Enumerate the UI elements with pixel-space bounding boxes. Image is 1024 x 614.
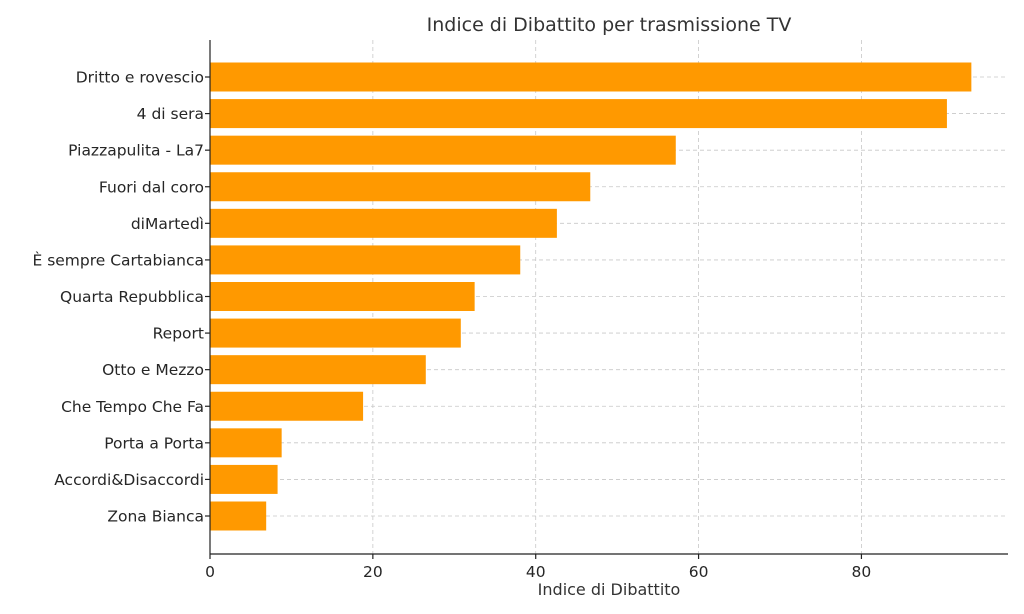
x-axis-label: Indice di Dibattito (538, 580, 681, 599)
x-tick-label: 60 (689, 563, 709, 581)
y-tick-label: Quarta Repubblica (60, 288, 204, 306)
bar (210, 464, 278, 494)
bar (210, 501, 267, 531)
y-tick-label: Zona Bianca (107, 508, 204, 526)
bar (210, 355, 426, 385)
chart-title: Indice di Dibattito per trasmissione TV (427, 14, 792, 36)
x-tick-label: 0 (205, 563, 215, 581)
y-tick-label: 4 di sera (137, 105, 204, 123)
bar (210, 172, 591, 202)
y-tick-label: Accordi&Disaccordi (54, 471, 204, 489)
bar (210, 282, 475, 311)
y-tick-label: Porta a Porta (104, 434, 204, 452)
bar (210, 99, 947, 129)
x-tick-label: 40 (526, 563, 546, 581)
x-tick-label: 20 (363, 563, 383, 581)
bar (210, 245, 521, 275)
bars (210, 62, 972, 531)
y-tick-label: Che Tempo Che Fa (61, 398, 204, 416)
x-axis-tick-labels: 0 20 40 60 80 (205, 554, 871, 581)
y-tick-label: Dritto e rovescio (76, 69, 204, 87)
bar (210, 391, 364, 421)
y-tick-label: Piazzapulita - La7 (68, 142, 204, 160)
y-axis-tick-labels: Dritto e rovescio 4 di sera Piazzapulita -… (32, 69, 210, 526)
y-tick-label: diMartedì (131, 215, 204, 233)
y-tick-label: Report (153, 325, 204, 343)
y-tick-label: È sempre Cartabianca (32, 250, 204, 269)
x-tick-label: 80 (852, 563, 872, 581)
bar (210, 62, 972, 92)
bar (210, 135, 676, 165)
bar (210, 428, 282, 458)
bar (210, 318, 461, 348)
y-tick-label: Otto e Mezzo (102, 361, 204, 379)
bar (210, 208, 557, 238)
y-tick-label: Fuori dal coro (99, 178, 204, 196)
